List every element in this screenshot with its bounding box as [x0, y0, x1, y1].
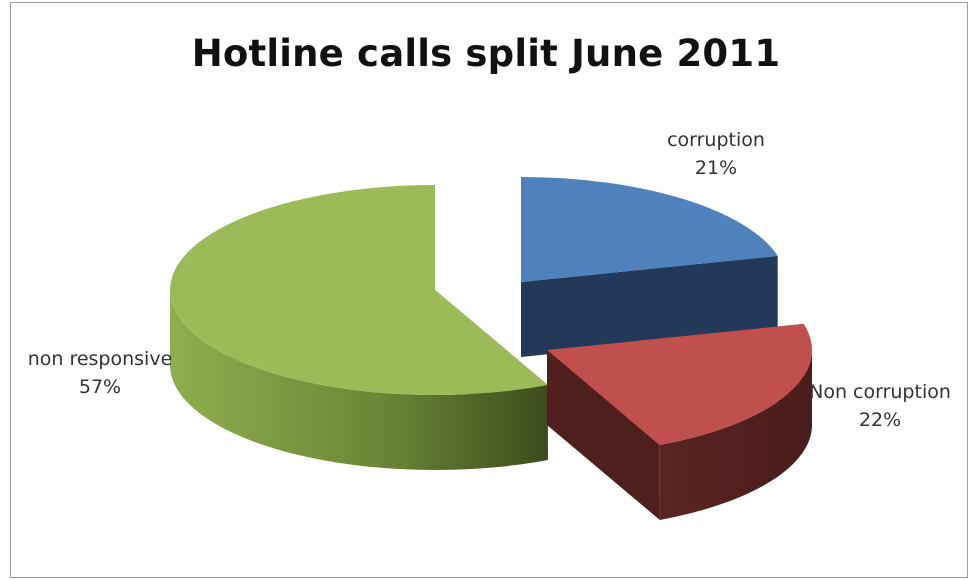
slice-label-value: 21% — [694, 157, 738, 179]
pie-slice-corruption — [521, 177, 778, 357]
slice-label-name: Non corruption — [809, 381, 951, 403]
slice-label-name: non responsive — [27, 348, 173, 370]
pie-slice-top — [547, 323, 812, 446]
pie-slice-non-responsive — [169, 185, 548, 470]
pie-slice-cut-face — [521, 255, 778, 357]
slice-label-corruption: corruption 21% — [636, 126, 796, 182]
pie-slice-side — [169, 290, 548, 470]
slice-label-value: 57% — [78, 376, 122, 398]
slice-label-non-responsive: non responsive 57% — [10, 345, 190, 401]
slice-label-non-corruption: Non corruption 22% — [790, 378, 970, 434]
slice-label-value: 22% — [858, 409, 902, 431]
pie-slice-non-corruption — [547, 323, 812, 521]
chart-title: Hotline calls split June 2011 — [191, 32, 781, 75]
pie-slice-top — [169, 185, 548, 395]
pie-slice-top — [521, 177, 778, 282]
chart-area — [10, 2, 968, 578]
slice-label-name: corruption — [667, 129, 765, 151]
pie-slice-cut-face — [547, 350, 660, 521]
pie-slice-side — [659, 350, 812, 521]
